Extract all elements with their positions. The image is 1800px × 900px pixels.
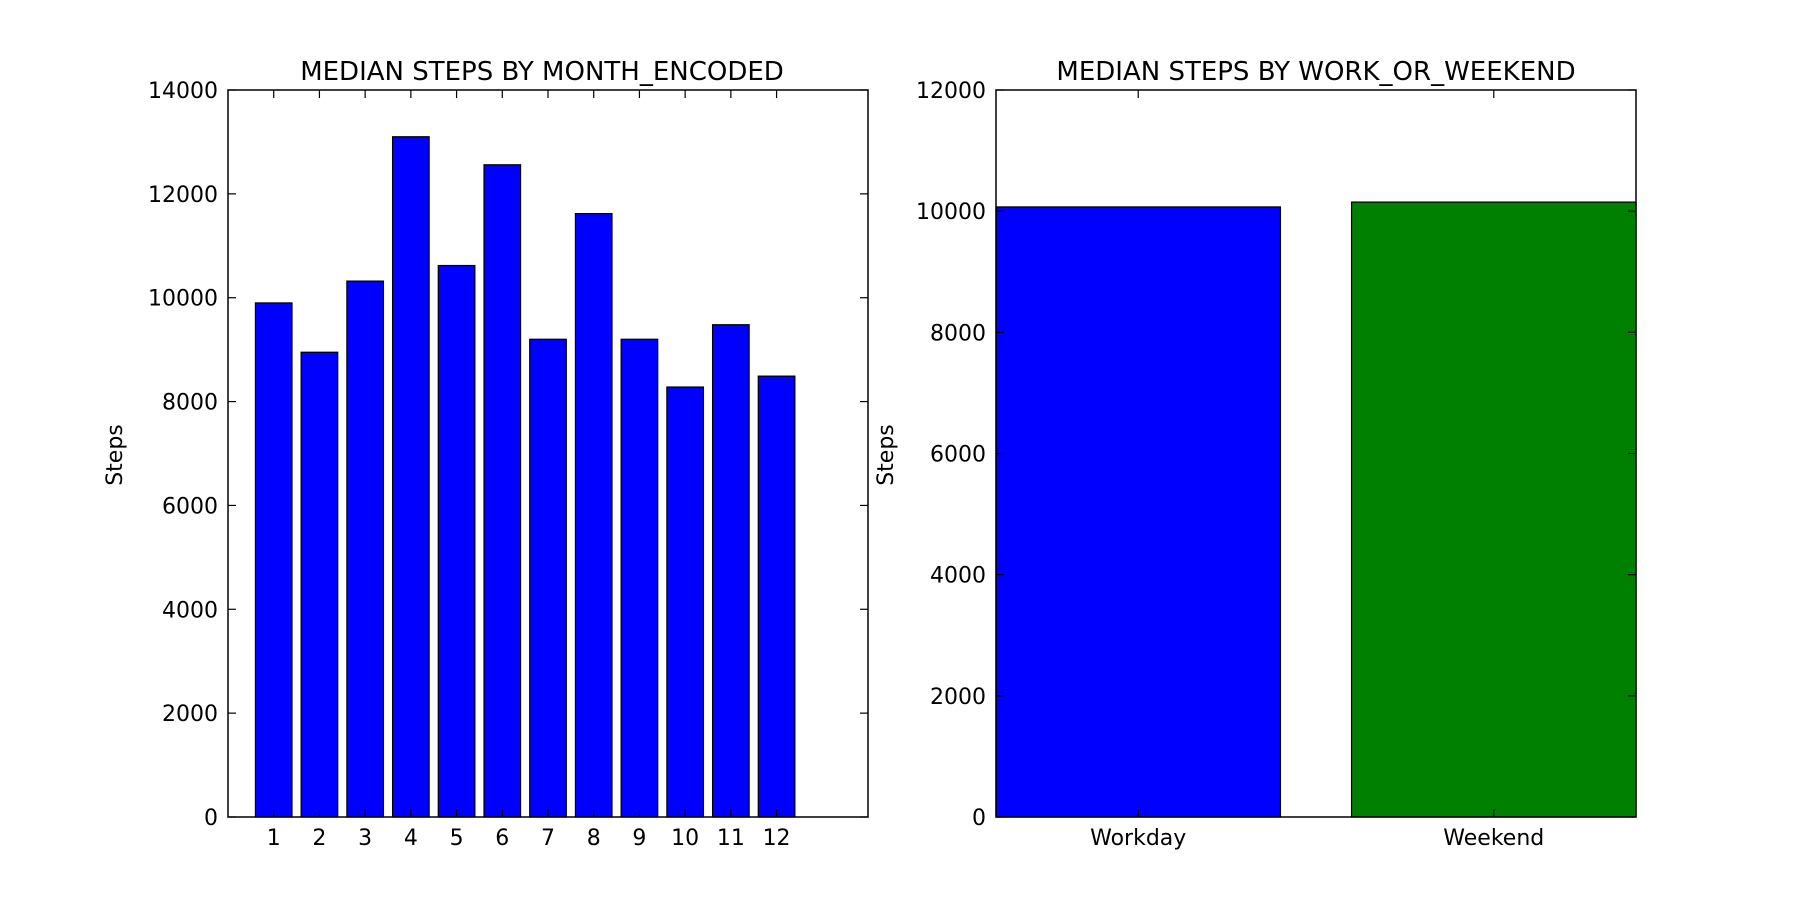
month-chart-bar-5 [437,264,476,818]
month-chart-frame [227,89,869,818]
month-chart-y-tick-label: 12000 [148,183,218,208]
work-weekend-chart-x-ticks: Workday Weekend [1090,90,1544,851]
month-chart-x-tick-label: 11 [717,826,745,851]
work-weekend-chart-frame [995,89,1637,818]
month-chart-y-tick-label: 6000 [162,494,218,519]
work-weekend-chart-y-tick-label: 2000 [930,685,986,710]
work-weekend-chart-y-tick-label: 6000 [930,443,986,468]
work-weekend-chart-x-tick-label: Weekend [1443,826,1544,851]
month-chart-bar-8 [574,212,613,818]
work-weekend-chart-bar-weekend [1350,201,1637,818]
work-weekend-chart-y-tick-label: 0 [972,806,986,831]
work-weekend-chart-bars [995,201,1637,818]
month-chart-bar-11 [711,324,750,818]
work-weekend-chart-y-tick-label: 4000 [930,564,986,589]
month-chart-x-tick-label: 12 [763,826,791,851]
month-chart-bar-3 [346,280,385,818]
work-weekend-chart-bar-workday [995,206,1282,818]
month-chart-bar-1 [254,302,293,818]
work-weekend-chart: MEDIAN STEPS BY WORK_OR_WEEKEND Steps Wo… [874,57,1637,851]
work-weekend-chart-y-tick-label: 12000 [916,79,986,104]
month-chart-x-tick-label: 10 [671,826,699,851]
month-chart-y-ticks: 0 2000 4000 6000 8000 10000 12000 14000 [148,79,868,831]
month-chart-x-tick-label: 2 [312,826,326,851]
month-chart-bar-12 [757,375,796,818]
month-chart-y-axis-label: Steps [103,424,128,486]
month-chart-x-ticks: 1 2 3 4 5 6 7 8 9 10 11 12 [267,90,791,851]
month-chart-x-tick-label: 1 [267,826,281,851]
month-chart-y-tick-label: 2000 [162,702,218,727]
month-chart-x-tick-label: 7 [541,826,555,851]
month-chart-bar-10 [666,386,705,818]
month-chart-x-tick-label: 3 [358,826,372,851]
month-chart-bar-7 [529,338,567,818]
work-weekend-chart-x-tick-label: Workday [1090,826,1186,851]
work-weekend-chart-y-ticks: 0 2000 4000 6000 8000 10000 12000 [916,79,1636,831]
month-chart-y-tick-label: 0 [204,806,218,831]
month-chart-x-tick-label: 9 [632,826,646,851]
month-chart-x-tick-label: 4 [404,826,418,851]
month-chart-y-tick-label: 8000 [162,391,218,416]
month-chart-bar-2 [300,351,339,818]
month-chart-bar-6 [483,164,522,818]
work-weekend-chart-y-tick-label: 10000 [916,200,986,225]
month-chart-bar-4 [391,136,430,818]
month-chart-x-tick-label: 6 [495,826,509,851]
month-chart-x-tick-label: 5 [450,826,464,851]
work-weekend-chart-y-axis-label: Steps [874,424,899,486]
month-chart-y-tick-label: 4000 [162,598,218,623]
month-chart-title: MEDIAN STEPS BY MONTH_ENCODED [300,57,784,87]
month-chart-bars [254,136,796,818]
month-chart-bar-9 [620,338,659,818]
work-weekend-chart-y-tick-label: 8000 [930,321,986,346]
month-chart-x-tick-label: 8 [587,826,601,851]
month-chart-y-tick-label: 10000 [148,287,218,312]
month-chart-y-tick-label: 14000 [148,79,218,104]
work-weekend-chart-title: MEDIAN STEPS BY WORK_OR_WEEKEND [1056,57,1575,87]
